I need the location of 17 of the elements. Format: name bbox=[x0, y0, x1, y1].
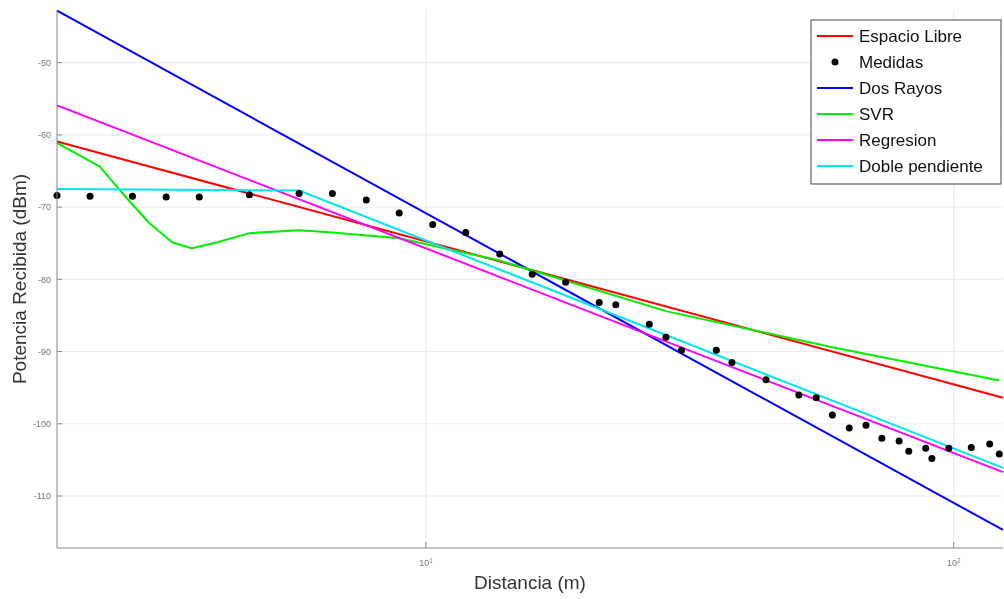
legend-label: Regresion bbox=[859, 130, 937, 150]
legend-label: Espacio Libre bbox=[859, 26, 963, 46]
legend-label: Dos Rayos bbox=[859, 78, 943, 98]
y-tick-label: -80 bbox=[37, 274, 51, 285]
y-tick-label: -90 bbox=[37, 346, 51, 357]
x-axis-title: Distancia (m) bbox=[474, 572, 586, 593]
y-tick-label: -100 bbox=[32, 418, 51, 429]
x-tick-label: 10$^{2}$ bbox=[946, 556, 961, 568]
y-tick-label: -50 bbox=[37, 57, 51, 68]
y-tick-label: -60 bbox=[37, 130, 51, 141]
y-axis-title: Potencia Recibida (dBm) bbox=[9, 173, 30, 385]
x-tick-label: 10$^{1}$ bbox=[419, 556, 434, 568]
y-tick-label: -110 bbox=[33, 491, 51, 502]
y-tick-label: -70 bbox=[37, 202, 51, 213]
legend-label: Medidas bbox=[859, 52, 924, 72]
legend-label: SVR bbox=[859, 104, 894, 124]
legend-label: Doble pendiente bbox=[859, 156, 983, 176]
